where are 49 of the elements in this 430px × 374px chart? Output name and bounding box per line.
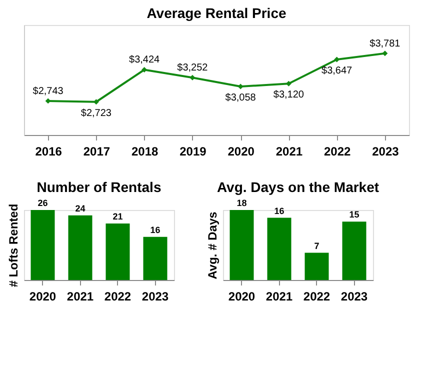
bar bbox=[304, 252, 329, 280]
point bbox=[382, 50, 388, 56]
data-label: 21 bbox=[112, 211, 123, 222]
data-label: $2,723 bbox=[80, 108, 112, 119]
point bbox=[190, 74, 196, 80]
data-label: 16 bbox=[150, 224, 160, 235]
x-tick-label: 2016 bbox=[35, 144, 62, 158]
y-axis-title: # Lofts Rented bbox=[6, 204, 20, 288]
x-tick-label: 2019 bbox=[180, 144, 207, 158]
x-tick-label: 2021 bbox=[266, 290, 293, 304]
bar bbox=[68, 215, 92, 280]
chart-title: Avg. Days on the Market bbox=[216, 179, 380, 195]
data-label: 15 bbox=[349, 210, 360, 220]
data-label: 18 bbox=[236, 198, 247, 208]
x-tick-label: 2020 bbox=[29, 290, 56, 304]
data-label: $3,647 bbox=[322, 66, 353, 77]
data-label: $3,424 bbox=[129, 54, 160, 66]
x-tick-label: 2022 bbox=[104, 290, 132, 304]
data-label: $3,781 bbox=[370, 38, 401, 50]
data-label: 7 bbox=[314, 240, 320, 251]
point bbox=[238, 84, 244, 90]
x-tick-label: 2022 bbox=[303, 290, 330, 304]
x-tick-label: 2023 bbox=[340, 290, 368, 304]
data-label: $3,252 bbox=[177, 62, 208, 74]
x-tick-label: 2020 bbox=[228, 290, 256, 304]
x-tick-label: 2021 bbox=[66, 290, 94, 304]
bar bbox=[230, 210, 254, 280]
data-label: $3,058 bbox=[225, 92, 256, 104]
x-tick-label: 2021 bbox=[276, 144, 303, 158]
point bbox=[142, 66, 148, 72]
data-label: $3,120 bbox=[273, 90, 304, 101]
chart-title: Number of Rentals bbox=[36, 179, 162, 195]
chart-title: Average Rental Price bbox=[146, 5, 286, 21]
data-label: $2,743 bbox=[32, 86, 64, 97]
bar bbox=[106, 223, 130, 280]
data-label: 26 bbox=[38, 198, 48, 208]
x-tick-label: 2018 bbox=[131, 144, 158, 158]
data-label: 16 bbox=[274, 206, 284, 216]
x-tick-label: 2022 bbox=[324, 144, 351, 158]
y-axis-title: Avg. # Days bbox=[206, 211, 220, 280]
data-label: 24 bbox=[75, 203, 86, 214]
bar bbox=[30, 210, 55, 280]
x-tick-label: 2020 bbox=[228, 144, 255, 158]
bar bbox=[342, 222, 366, 280]
x-tick-label: 2017 bbox=[83, 144, 110, 158]
bar bbox=[143, 236, 168, 280]
bar bbox=[267, 218, 292, 280]
x-tick-label: 2023 bbox=[142, 290, 169, 304]
x-tick-label: 2023 bbox=[372, 144, 400, 158]
